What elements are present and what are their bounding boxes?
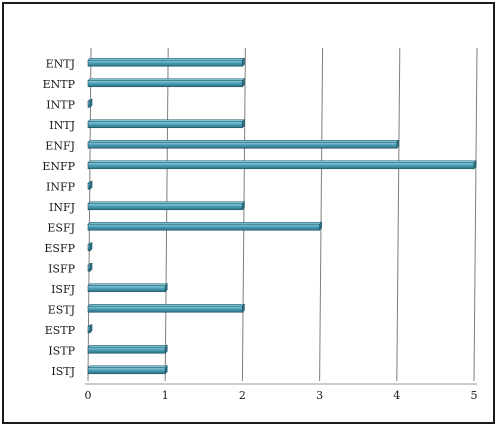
gridline-4 xyxy=(396,47,401,382)
category-label-intp: INTP xyxy=(46,98,75,111)
category-label-enfp: ENFP xyxy=(42,160,75,173)
bar-intp xyxy=(87,98,93,108)
gridline-2 xyxy=(241,47,246,382)
x-tick-label-5: 5 xyxy=(471,389,478,402)
category-label-esfj: ESFJ xyxy=(47,221,75,234)
bar-intj xyxy=(87,119,246,129)
bar-esfj xyxy=(87,221,323,231)
category-label-esfp: ESFP xyxy=(44,242,75,255)
gridline-3 xyxy=(319,47,324,382)
bar-enfj xyxy=(87,139,400,149)
bars xyxy=(87,57,477,375)
bar-istj xyxy=(87,365,168,375)
x-tick-label-4: 4 xyxy=(393,389,400,402)
gridline-1 xyxy=(164,47,169,382)
category-label-infj: INFJ xyxy=(49,201,75,214)
category-label-istp: ISTP xyxy=(48,344,75,357)
category-label-enfj: ENFJ xyxy=(45,139,75,152)
bar-infj xyxy=(87,201,246,211)
grid-lines xyxy=(85,47,478,385)
gridline-5 xyxy=(473,47,478,382)
category-labels: ENTJ ENTP INTP INTJ ENFJ ENFP INFP INFJ ESFJ ESFP… xyxy=(42,57,75,378)
category-label-entj: ENTJ xyxy=(46,57,75,70)
bar-isfj xyxy=(87,283,168,293)
category-label-estj: ESTJ xyxy=(48,303,75,316)
category-label-isfj: ISFJ xyxy=(51,283,75,296)
category-label-infp: INFP xyxy=(46,180,76,193)
x-tick-labels: 0 1 2 3 4 5 xyxy=(85,389,478,402)
x-tick-label-3: 3 xyxy=(316,389,323,402)
bar-entj xyxy=(87,57,246,67)
bar-esfp xyxy=(87,242,93,252)
category-label-istj: ISTJ xyxy=(51,365,75,378)
chart-frame xyxy=(2,2,495,424)
bar-entp xyxy=(87,78,246,88)
x-tick-label-0: 0 xyxy=(85,389,92,402)
bar-isfp xyxy=(87,262,93,272)
bar-infp xyxy=(87,180,93,190)
bar-enfp xyxy=(87,160,477,170)
bar-estj xyxy=(87,303,246,313)
x-tick-label-2: 2 xyxy=(239,389,246,402)
category-label-entp: ENTP xyxy=(43,78,76,91)
bar-estp xyxy=(87,324,93,334)
bar-istp xyxy=(87,344,168,354)
x-tick-label-1: 1 xyxy=(162,389,169,402)
category-label-intj: INTJ xyxy=(49,119,75,132)
category-label-isfp: ISFP xyxy=(48,262,76,275)
category-label-estp: ESTP xyxy=(45,324,76,337)
